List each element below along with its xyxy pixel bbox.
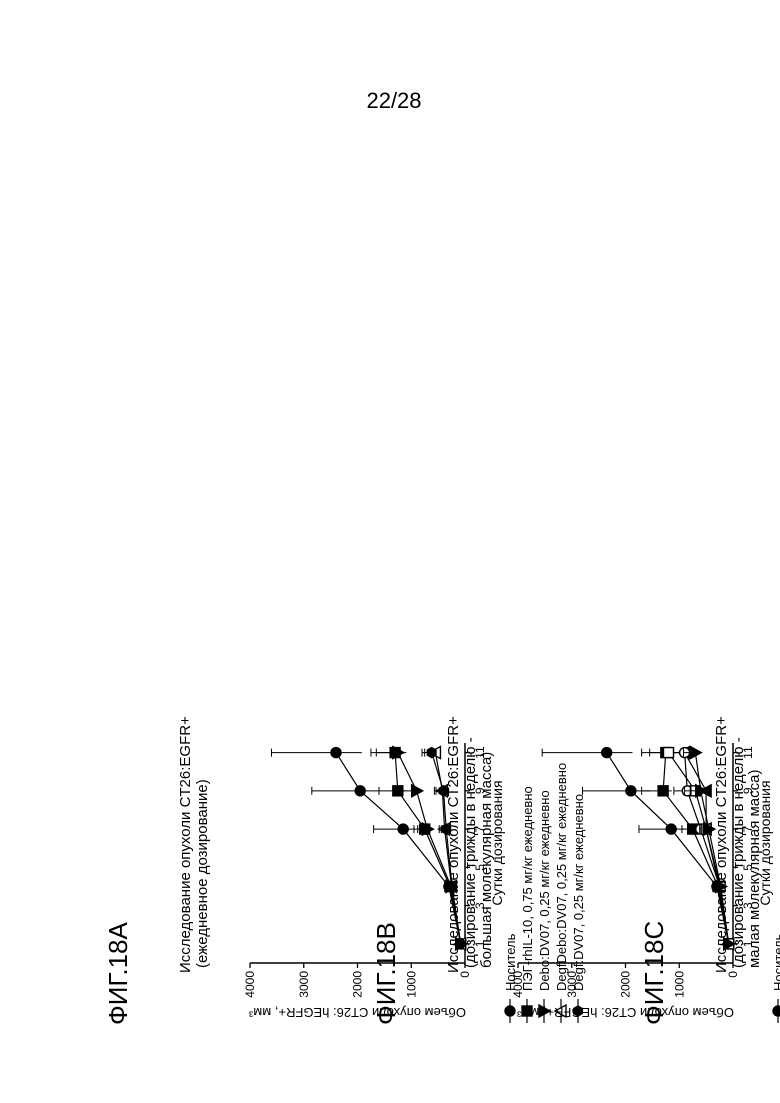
data-point [505, 1006, 515, 1016]
chart-subtitle: малая молекулярная масса) [746, 770, 763, 969]
figure-label: ФИГ.18B [371, 922, 401, 1025]
y-tick-label: 2000 [351, 971, 365, 998]
data-point [355, 786, 365, 796]
y-tick-label: 1000 [672, 971, 686, 998]
legend-entry: ПЭГ-rhIL-10, 0,75 мг/кг ежедневно [520, 786, 535, 991]
chart-title: Исследование опухоли CT26:EGFR+ [177, 716, 194, 973]
figure-label: ФИГ.18A [103, 921, 133, 1025]
figure-label: ФИГ.18C [639, 921, 669, 1025]
y-axis-label: Объем опухоли CT26: hEGFR+, мм³ [516, 1005, 734, 1020]
y-tick-label: 3000 [297, 971, 311, 998]
data-point [398, 824, 408, 834]
chart-subtitle: (ежедневное дозирование) [194, 779, 211, 968]
data-point [666, 824, 676, 834]
legend-entry: DegfDebo:DV07, 0,25 мг/кг ежедневно [554, 763, 569, 991]
series-1 [272, 748, 466, 949]
legend-entry: Degf:DV07, 0,25 мг/кг ежедневно [571, 794, 586, 991]
y-axis-label: Объем опухоли CT26: hEGFR+, мм³ [248, 1005, 466, 1020]
legend-entry: Debo:DV07, 0,25 мг/кг ежедневно [537, 790, 552, 991]
chart-subtitle: (дозирование трижды в неделю - [730, 737, 747, 968]
chart-panel-3: ФИГ.18C Исследование опухоли CT26:EGFR+(д… [639, 716, 780, 1025]
chart-subtitle: (дозирование трижды в неделю - [462, 737, 479, 968]
chart-title: Исследование опухоли CT26:EGFR+ [713, 716, 730, 973]
y-tick-label: 4000 [511, 971, 525, 998]
y-tick-label: 2000 [619, 971, 633, 998]
data-point [412, 785, 423, 797]
y-tick-label: 4000 [243, 971, 257, 998]
data-point [658, 786, 668, 796]
chart-title: Исследование опухоли CT26:EGFR+ [445, 716, 462, 973]
data-point [331, 748, 341, 758]
y-tick-label: 3000 [565, 971, 579, 998]
y-tick-label: 1000 [404, 971, 418, 998]
data-point [427, 748, 436, 758]
data-point [626, 786, 636, 796]
chart-subtitle: большая молекулярная масса) [478, 752, 495, 968]
data-point [664, 748, 674, 758]
data-point [602, 748, 612, 758]
data-point [773, 1006, 780, 1016]
series-line [336, 753, 461, 944]
